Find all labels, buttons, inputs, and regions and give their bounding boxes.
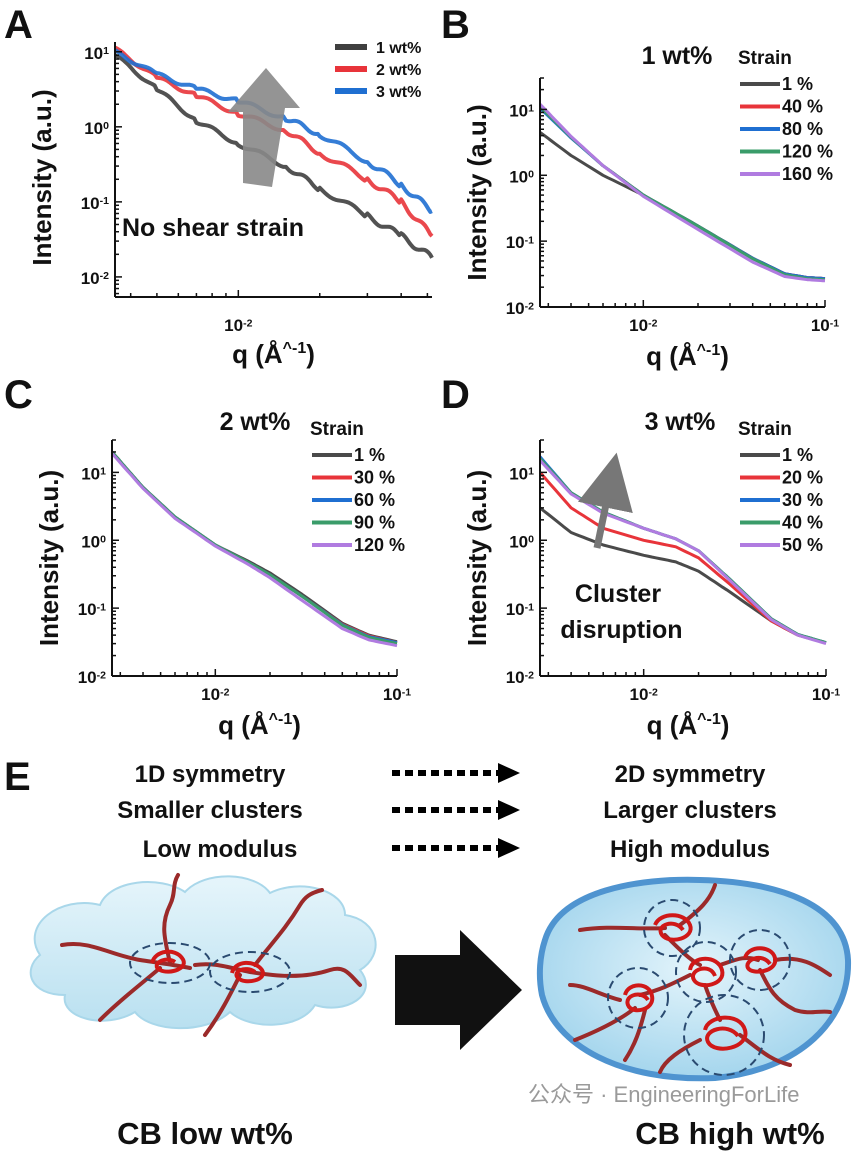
legend-entry: 30 % [782,490,823,510]
chart-panel-a: 10-2 101 100 10-1 10-2 q (Å^-1) Intensity (a.u… [27,40,434,369]
increase-arrow-icon [228,68,300,187]
legend-entry: 30 % [354,468,395,488]
right-property-2: Larger clusters [603,797,776,824]
y-tick-label: 10-2 [81,269,109,288]
x-axis-label: q (Å^-1) [647,710,730,740]
y-tick-label: 101 [509,464,534,483]
y-axis-label: Intensity (a.u.) [27,89,57,265]
series-line-1wt [114,53,434,259]
legend-entry: 20 % [782,468,823,488]
legend-entry: 1 % [782,445,813,465]
y-tick-label: 10-1 [506,600,534,619]
y-axis-label: Intensity (a.u.) [34,470,64,646]
x-tick-label: 10-2 [201,685,229,704]
y-tick-label: 10-2 [506,668,534,687]
series-line-160 [538,103,826,283]
right-property-3: High modulus [610,836,770,863]
x-axis-label: q (Å^-1) [218,710,301,740]
legend-entry: 50 % [782,535,823,555]
x-tick-label: 10-2 [629,316,657,335]
charts: 10-2 101 100 10-1 10-2 q (Å^-1) Intensity (a.u… [27,40,840,740]
watermark: 公众号 · EngineeringForLife [528,1082,799,1107]
y-tick-label: 101 [81,464,106,483]
y-tick-label: 100 [81,532,106,551]
high-wt-network-illustration [536,876,852,1082]
chart-panel-c: 10-2 10-1 101 100 10-1 10-2 q (Å^-1) Intensity … [34,408,411,740]
disruption-arrow-icon [577,452,633,549]
panel-label-b: B [441,3,470,47]
legend-entry: 1 % [782,74,813,94]
legend-entry: 40 % [782,513,823,533]
left-property-2: Smaller clusters [117,797,302,824]
y-tick-label: 101 [509,101,534,120]
y-tick-label: 101 [84,44,109,63]
right-property-1: 2D symmetry [615,761,766,788]
legend-entry: 40 % [782,97,823,117]
series-line-120 [110,452,398,648]
panel-label-d: D [441,373,470,417]
x-tick-label: 10-2 [630,685,658,704]
legend-title: Strain [310,419,364,440]
left-property-3: Low modulus [143,836,298,863]
series-line-2wt [114,45,434,238]
legend-entry: 1 % [354,445,385,465]
panel-label-c: C [4,373,33,417]
dotted-arrow-icon [392,763,520,858]
legend-entry: 1 wt% [376,40,421,57]
legend-entry: 120 % [354,535,405,555]
legend-title: Strain [738,419,792,440]
x-axis-label: q (Å^-1) [646,341,729,371]
legend-entry: 80 % [782,119,823,139]
y-tick-label: 10-1 [506,233,534,252]
y-tick-label: 10-1 [81,194,109,213]
x-tick-label: 10-2 [224,316,252,335]
annotation-cluster: Cluster disruption [553,580,682,644]
legend: 1 wt% 2 wt% 3 wt% [335,40,421,101]
y-tick-label: 100 [509,532,534,551]
panel-label-e: E [4,755,31,799]
legend-entry: 90 % [354,513,395,533]
transition-arrow-icon [395,930,522,1050]
legend: Strain 1 % 20 %30 % 40 %50 % [738,419,823,555]
y-tick-label: 100 [84,119,109,138]
legend-entry: 160 % [782,164,833,184]
chart-title: 1 wt% [642,42,713,70]
legend-entry: 3 wt% [376,84,421,101]
x-tick-label: 10-1 [811,316,839,335]
panel-e-comparison: 1D symmetry Smaller clusters Low modulus… [117,761,776,863]
panel-label-a: A [4,3,33,47]
chart-title: 2 wt% [220,408,291,436]
series-line-3wt [114,48,433,214]
chart-panel-b: 10-2 10-1 101 100 10-1 10-2 q (Å^-1) Intensity … [462,42,839,371]
x-tick-label: 10-1 [812,685,840,704]
annotation-no-shear: No shear strain [122,214,304,242]
chart-title: 3 wt% [645,408,716,436]
legend-entry: 60 % [354,490,395,510]
y-tick-label: 10-1 [78,600,106,619]
legend: Strain 1 % 30 %60 % 90 %120 % [310,419,405,555]
legend-title: Strain [738,48,792,69]
left-property-1: 1D symmetry [135,761,286,788]
x-axis-label: q (Å^-1) [232,339,315,369]
low-wt-network-illustration [29,873,377,1037]
x-tick-label: 10-1 [383,685,411,704]
legend: Strain 1 % 40 %80 % 120 %160 % [738,48,833,184]
y-axis-label: Intensity (a.u.) [462,470,492,646]
legend-entry: 2 wt% [376,62,421,79]
right-caption: CB high wt% [635,1116,824,1151]
chart-panel-d: 10-2 10-1 101 100 10-1 10-2 q (Å^-1) Intensity … [462,408,840,740]
y-tick-label: 10-2 [506,299,534,318]
y-tick-label: 100 [509,167,534,186]
y-tick-label: 10-2 [78,668,106,687]
legend-entry: 120 % [782,142,833,162]
left-caption: CB low wt% [117,1116,293,1151]
y-axis-label: Intensity (a.u.) [462,104,492,280]
